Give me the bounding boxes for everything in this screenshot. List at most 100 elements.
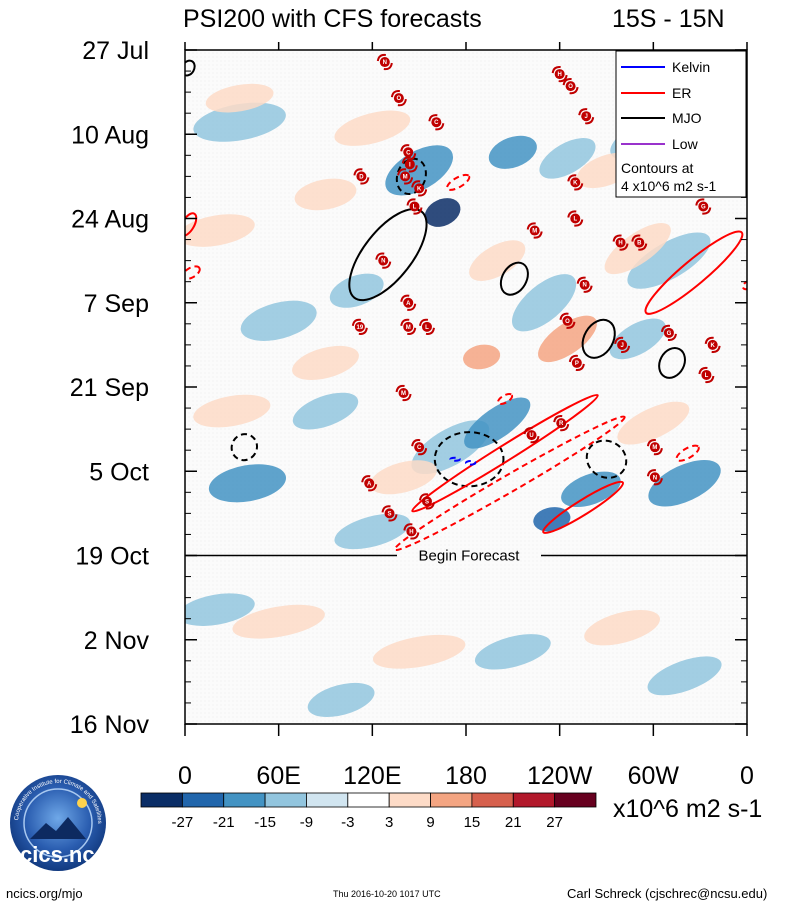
storm-disc bbox=[526, 430, 537, 441]
storm-disc bbox=[649, 472, 660, 483]
storm-marker: M bbox=[526, 222, 543, 239]
storm-marker: R bbox=[553, 414, 570, 432]
mjo-contour-neg bbox=[395, 157, 427, 196]
storm-disc bbox=[698, 201, 709, 212]
storm-icon bbox=[646, 469, 663, 486]
storm-label: H bbox=[409, 529, 413, 535]
storm-marker: O bbox=[559, 312, 576, 329]
colorbar-tick-label: 27 bbox=[546, 814, 563, 831]
storm-icon bbox=[559, 312, 576, 329]
x-tick-label: 0 bbox=[178, 762, 192, 790]
cics-logo: Cooperative Institute for Climate and Sa… bbox=[10, 775, 106, 871]
anomaly-blob bbox=[208, 464, 287, 503]
footer-timestamp: Thu 2016-10-20 1017 UTC bbox=[333, 889, 441, 899]
storm-icon bbox=[403, 523, 420, 540]
storm-marker: M bbox=[400, 318, 417, 335]
storm-label: M bbox=[406, 325, 411, 331]
storm-icon bbox=[660, 324, 677, 341]
storm-marker: J bbox=[614, 336, 631, 353]
y-tick-label: 27 Jul bbox=[82, 37, 149, 65]
legend-label-mjo: MJO bbox=[672, 110, 702, 126]
colorbar-tick-label: -27 bbox=[172, 814, 194, 831]
storm-marker: K bbox=[567, 174, 584, 191]
er-contour-neg bbox=[393, 415, 626, 552]
er-contour-neg bbox=[675, 444, 700, 462]
storm-icon bbox=[576, 276, 593, 293]
mjo-contour-pos bbox=[185, 59, 196, 77]
storm-icon bbox=[400, 144, 417, 161]
storm-marker: N bbox=[576, 276, 593, 293]
storm-label: M bbox=[532, 229, 537, 235]
storm-marker: P bbox=[568, 354, 585, 372]
colorbar-swatch bbox=[306, 792, 349, 808]
storm-marker: M bbox=[397, 168, 414, 185]
storm-label: A bbox=[367, 481, 372, 487]
storm-disc bbox=[570, 213, 581, 224]
storm-label: N bbox=[383, 60, 387, 66]
storm-disc bbox=[565, 81, 576, 92]
anomaly-blob bbox=[474, 634, 551, 670]
anomaly-blob bbox=[647, 656, 722, 696]
storm-disc bbox=[529, 225, 540, 236]
storm-icon bbox=[578, 108, 595, 125]
storm-marker: A bbox=[400, 294, 417, 311]
anomaly-blob bbox=[193, 102, 286, 142]
storm-label: C bbox=[417, 445, 422, 451]
mjo-contour-pos bbox=[499, 261, 529, 296]
storm-marker: L bbox=[567, 210, 584, 227]
storm-marker: S bbox=[381, 505, 398, 522]
storm-label: O bbox=[397, 96, 402, 102]
mjo-contour-pos bbox=[581, 318, 616, 359]
anomaly-blob bbox=[307, 682, 375, 717]
storm-icon bbox=[567, 210, 584, 227]
storm-disc bbox=[663, 327, 674, 338]
storm-icon bbox=[375, 252, 392, 269]
storm-label: O bbox=[565, 319, 570, 325]
anomaly-blob bbox=[334, 110, 411, 146]
storm-label: U bbox=[529, 433, 533, 439]
storm-marker: N bbox=[375, 252, 392, 269]
legend-label-kelvin: Kelvin bbox=[672, 59, 710, 75]
storm-label: K bbox=[710, 343, 715, 349]
storm-label: G bbox=[667, 331, 672, 337]
storm-label: M bbox=[401, 391, 406, 397]
storm-icon bbox=[568, 354, 585, 372]
storm-label: I bbox=[409, 162, 411, 168]
colorbar-tick-label: -21 bbox=[213, 814, 235, 831]
colorbar-swatch bbox=[347, 792, 390, 808]
storm-marker: L bbox=[418, 318, 435, 335]
anomaly-blob bbox=[232, 604, 325, 639]
kelvin-contour-neg bbox=[449, 456, 461, 462]
storm-disc bbox=[556, 418, 567, 429]
kelvin-contour-neg bbox=[465, 460, 477, 466]
storm-marker: 19 bbox=[351, 318, 368, 335]
x-tick-label: 120E bbox=[343, 762, 401, 790]
storm-disc bbox=[378, 255, 389, 266]
storm-icon bbox=[523, 427, 540, 444]
anomaly-blob bbox=[372, 634, 466, 669]
storm-icon bbox=[411, 180, 428, 197]
storm-marker: M bbox=[395, 384, 412, 402]
colorbar-tick-label: -9 bbox=[300, 814, 313, 831]
storm-icon bbox=[381, 505, 398, 522]
storm-disc bbox=[562, 315, 573, 326]
storm-disc bbox=[403, 147, 414, 158]
mjo-contour-neg bbox=[433, 431, 505, 488]
storm-icon bbox=[562, 77, 579, 95]
anomaly-blob bbox=[205, 83, 274, 113]
storm-icon bbox=[526, 222, 543, 239]
storm-marker: B bbox=[631, 234, 648, 251]
anomaly-blob bbox=[240, 300, 317, 341]
storm-label: D bbox=[359, 174, 364, 180]
storm-icon bbox=[400, 294, 417, 311]
colorbar-swatch bbox=[140, 792, 183, 808]
y-tick-label: 24 Aug bbox=[71, 206, 149, 234]
storm-icon bbox=[612, 234, 629, 251]
storm-label: L bbox=[573, 217, 577, 223]
storm-icon bbox=[411, 439, 428, 456]
y-tick-label: 16 Nov bbox=[70, 711, 150, 739]
legend-box bbox=[615, 50, 747, 198]
storm-disc bbox=[393, 93, 404, 104]
colorbar-tick-label: 9 bbox=[426, 814, 434, 831]
